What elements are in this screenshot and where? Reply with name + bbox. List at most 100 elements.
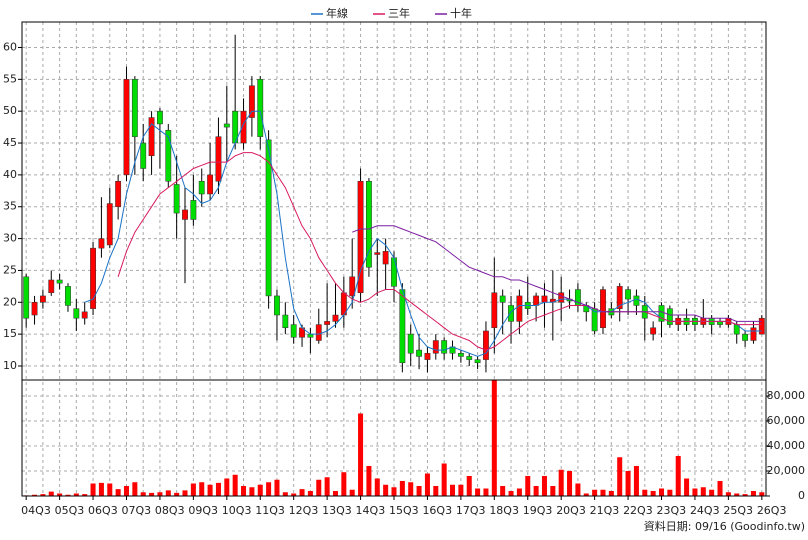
- x-tick-label: 08Q3: [155, 504, 185, 517]
- volume-bar: [57, 493, 63, 496]
- candle-body: [666, 308, 673, 325]
- volume-bar: [575, 483, 581, 496]
- volume-bar: [424, 473, 430, 496]
- candle-body: [600, 289, 606, 329]
- volume-bar: [207, 484, 213, 496]
- x-tick-label: 14Q3: [356, 504, 386, 517]
- volume-bar: [500, 486, 506, 496]
- candle-body: [73, 308, 80, 319]
- volume-bar: [450, 484, 456, 496]
- volume-bar: [734, 493, 740, 496]
- x-tick-label: 16Q3: [422, 504, 452, 517]
- candle-body: [483, 330, 489, 360]
- volume-bar: [282, 492, 288, 496]
- volume-bar: [550, 486, 556, 496]
- volume-bar: [525, 476, 531, 496]
- x-tick-label: 25Q3: [723, 504, 753, 517]
- y-tick-label: 40: [3, 168, 17, 181]
- candle-body: [516, 295, 523, 322]
- candle-body: [474, 359, 481, 364]
- candle-body: [207, 174, 214, 195]
- volume-bar: [433, 486, 439, 496]
- candle-body: [441, 340, 448, 354]
- ma-line: [84, 110, 762, 357]
- volume-bar: [73, 493, 79, 496]
- volume-bar: [516, 488, 522, 496]
- volume-bar: [399, 481, 405, 496]
- volume-bar: [349, 489, 355, 496]
- volume-bar: [98, 482, 104, 496]
- candle-body: [466, 356, 473, 360]
- volume-bar: [358, 413, 364, 496]
- x-tick-label: 12Q3: [289, 504, 319, 517]
- candle-body: [432, 340, 439, 354]
- volume-bar: [241, 486, 247, 496]
- y-tick-label: 15: [3, 327, 17, 340]
- candle-body: [541, 295, 548, 303]
- candle-body: [131, 79, 138, 137]
- volume-bar: [458, 484, 464, 496]
- volume-bar: [341, 472, 347, 496]
- volume-bar: [483, 488, 489, 496]
- volume-bar: [508, 491, 514, 496]
- x-tick-label: 22Q3: [623, 504, 653, 517]
- volume-bar: [149, 492, 155, 496]
- volume-bar: [608, 491, 614, 496]
- y2-tick-label: 20,000: [767, 464, 806, 477]
- legend-label: 十年: [450, 6, 472, 20]
- volume-bar: [123, 486, 130, 496]
- volume-bar: [709, 489, 715, 496]
- candle-body: [324, 321, 331, 325]
- candle-body: [416, 349, 423, 357]
- volume-bar: [650, 491, 656, 496]
- candle-body: [357, 181, 364, 293]
- candle-body: [650, 327, 657, 335]
- volume-bar: [174, 492, 180, 496]
- candle-body: [123, 79, 130, 176]
- candle-body: [633, 295, 640, 306]
- volume-bar: [750, 491, 756, 496]
- y2-tick-label: 0: [798, 489, 805, 502]
- volume-bar: [617, 457, 623, 496]
- candle-body: [265, 139, 272, 297]
- legend-label: 年線: [326, 6, 348, 20]
- x-tick-label: 23Q3: [657, 504, 687, 517]
- candle-body: [165, 130, 172, 182]
- volume-bar: [416, 486, 422, 496]
- candle-body: [257, 79, 264, 137]
- volume-bar: [408, 482, 414, 496]
- candle-body: [616, 286, 623, 309]
- volume-bar: [291, 493, 297, 496]
- volume-bar: [257, 484, 263, 496]
- candle-body: [282, 314, 289, 329]
- volume-bar: [107, 483, 113, 496]
- volume-bar: [441, 463, 447, 496]
- volume-bar: [592, 489, 598, 496]
- candle-body: [491, 292, 498, 329]
- candle-body: [558, 292, 565, 303]
- volume-bar: [583, 493, 589, 496]
- candle-body: [658, 305, 665, 322]
- candle-body: [533, 295, 540, 306]
- x-tick-label: 24Q3: [690, 504, 720, 517]
- candle-body: [424, 352, 431, 360]
- volume-bar: [491, 379, 497, 496]
- candle-body: [349, 276, 356, 297]
- candle-body: [81, 311, 88, 319]
- x-tick-label: 09Q3: [188, 504, 218, 517]
- y-tick-label: 30: [3, 232, 17, 245]
- x-tick-label: 07Q3: [121, 504, 151, 517]
- volume-bar: [274, 479, 280, 496]
- candle-body: [742, 333, 749, 341]
- x-tick-label: 18Q3: [489, 504, 519, 517]
- volume-bar: [65, 494, 71, 496]
- x-tick-label: 17Q3: [456, 504, 486, 517]
- volume-bar: [374, 478, 380, 496]
- ma-line: [352, 225, 762, 322]
- candle-body: [90, 247, 96, 309]
- volume-bar: [299, 489, 305, 496]
- candle-body: [625, 289, 631, 300]
- candle-body: [248, 85, 255, 118]
- candle-body: [365, 181, 372, 268]
